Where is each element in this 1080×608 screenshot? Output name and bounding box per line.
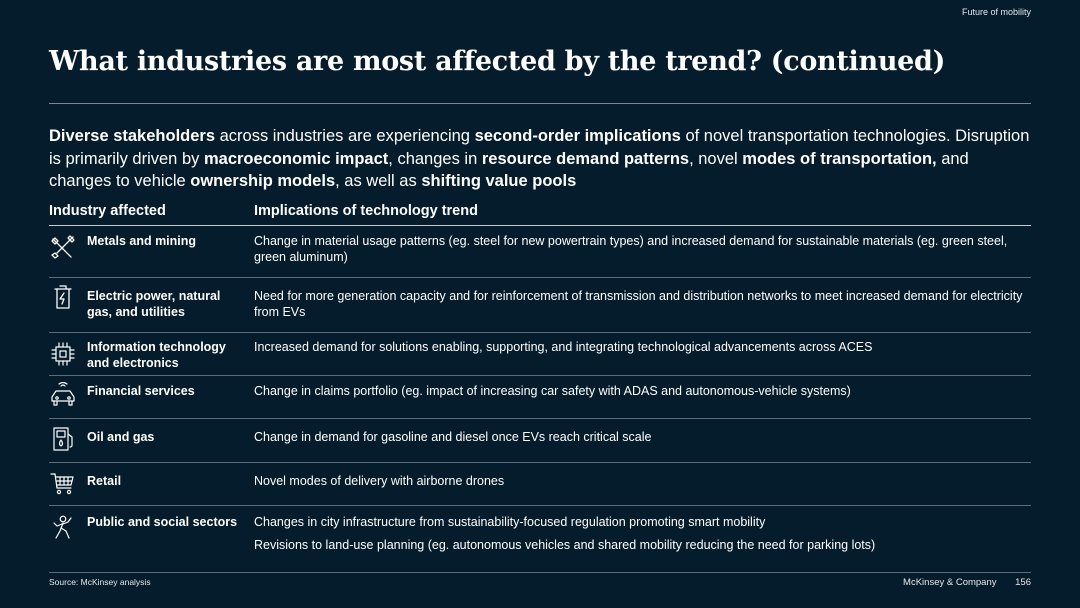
table-row: Oil and gas Change in demand for gasolin… — [49, 419, 1031, 463]
implication-cell: Change in material usage patterns (eg. s… — [254, 233, 1034, 265]
intro-text: of novel transportation technologies. Di… — [49, 127, 1030, 168]
industry-label: Oil and gas — [87, 430, 155, 444]
implication-text: Need for more generation capacity and fo… — [254, 289, 1023, 319]
fuel-pump-icon — [49, 425, 77, 453]
industry-label: Retail — [87, 474, 122, 488]
intro-emphasis: shifting value pools — [421, 172, 577, 190]
intro-emphasis: second-order implications — [474, 127, 681, 145]
table-row: Electric power, natural gas, and utiliti… — [49, 278, 1031, 333]
industry-label: Information technology and electronics — [87, 340, 226, 370]
intro-emphasis: Diverse stakeholders — [49, 127, 216, 145]
intro-text: , novel — [689, 149, 743, 168]
implication-cell: Changes in city infrastructure from sust… — [254, 514, 1034, 553]
footer-divider — [49, 572, 1031, 573]
shopping-cart-icon — [49, 469, 77, 497]
column-header-industry: Industry affected — [49, 203, 166, 219]
battery-bolt-icon — [49, 284, 77, 312]
table-row: Retail Novel modes of delivery with airb… — [49, 463, 1031, 506]
intro-emphasis: ownership models — [190, 172, 336, 190]
intro-paragraph: Diverse stakeholders across industries a… — [49, 125, 1034, 193]
hammer-wrench-icon — [49, 233, 77, 261]
intro-text: , changes in — [388, 149, 482, 168]
implication-text: Change in material usage patterns (eg. s… — [254, 234, 1008, 264]
table-header: Industry affected Implications of techno… — [49, 203, 1031, 226]
table-row: Metals and mining Change in material usa… — [49, 225, 1031, 278]
company-name: McKinsey & Company — [903, 577, 997, 588]
implication-text: Novel modes of delivery with airborne dr… — [254, 474, 505, 488]
intro-emphasis: macroeconomic impact — [203, 149, 389, 168]
intro-text: across industries are experiencing — [215, 127, 475, 145]
industry-label: Metals and mining — [87, 234, 197, 248]
implication-cell: Increased demand for solutions enabling,… — [254, 339, 1034, 355]
implication-text: Increased demand for solutions enabling,… — [254, 340, 873, 354]
connected-car-icon — [49, 382, 77, 410]
column-header-implications: Implications of technology trend — [254, 203, 478, 219]
industry-label: Public and social sectors — [87, 515, 238, 529]
intro-text: , as well as — [335, 172, 422, 190]
person-icon — [49, 514, 77, 542]
intro-text: and changes to vehicle — [49, 149, 969, 191]
implication-cell: Novel modes of delivery with airborne dr… — [254, 473, 1034, 489]
page-title: What industries are most affected by the… — [49, 46, 946, 77]
chip-icon — [49, 340, 77, 368]
table-row: Public and social sectors Changes in cit… — [49, 506, 1031, 572]
industry-label: Financial services — [87, 384, 195, 398]
implication-cell: Change in claims portfolio (eg. impact o… — [254, 383, 1034, 399]
implication-text: Revisions to land-use planning (eg. auto… — [254, 538, 876, 552]
page-number: 156 — [1015, 577, 1031, 588]
implication-text: Change in demand for gasoline and diesel… — [254, 430, 652, 444]
table-row: Information technology and electronics I… — [49, 333, 1031, 376]
industry-label: Electric power, natural gas, and utiliti… — [87, 289, 221, 319]
intro-emphasis: modes of transportation, — [742, 149, 937, 168]
implication-cell: Change in demand for gasoline and diesel… — [254, 429, 1034, 445]
implication-text: Change in claims portfolio (eg. impact o… — [254, 384, 851, 398]
intro-emphasis: resource demand patterns — [481, 149, 690, 168]
footer: McKinsey & Company 156 — [903, 577, 1031, 588]
title-divider — [49, 103, 1031, 104]
table-row: Financial services Change in claims port… — [49, 376, 1031, 419]
source-note: Source: McKinsey analysis — [49, 577, 151, 587]
implication-text: Changes in city infrastructure from sust… — [254, 515, 766, 529]
implication-cell: Need for more generation capacity and fo… — [254, 288, 1034, 320]
section-label: Future of mobility — [961, 7, 1031, 17]
